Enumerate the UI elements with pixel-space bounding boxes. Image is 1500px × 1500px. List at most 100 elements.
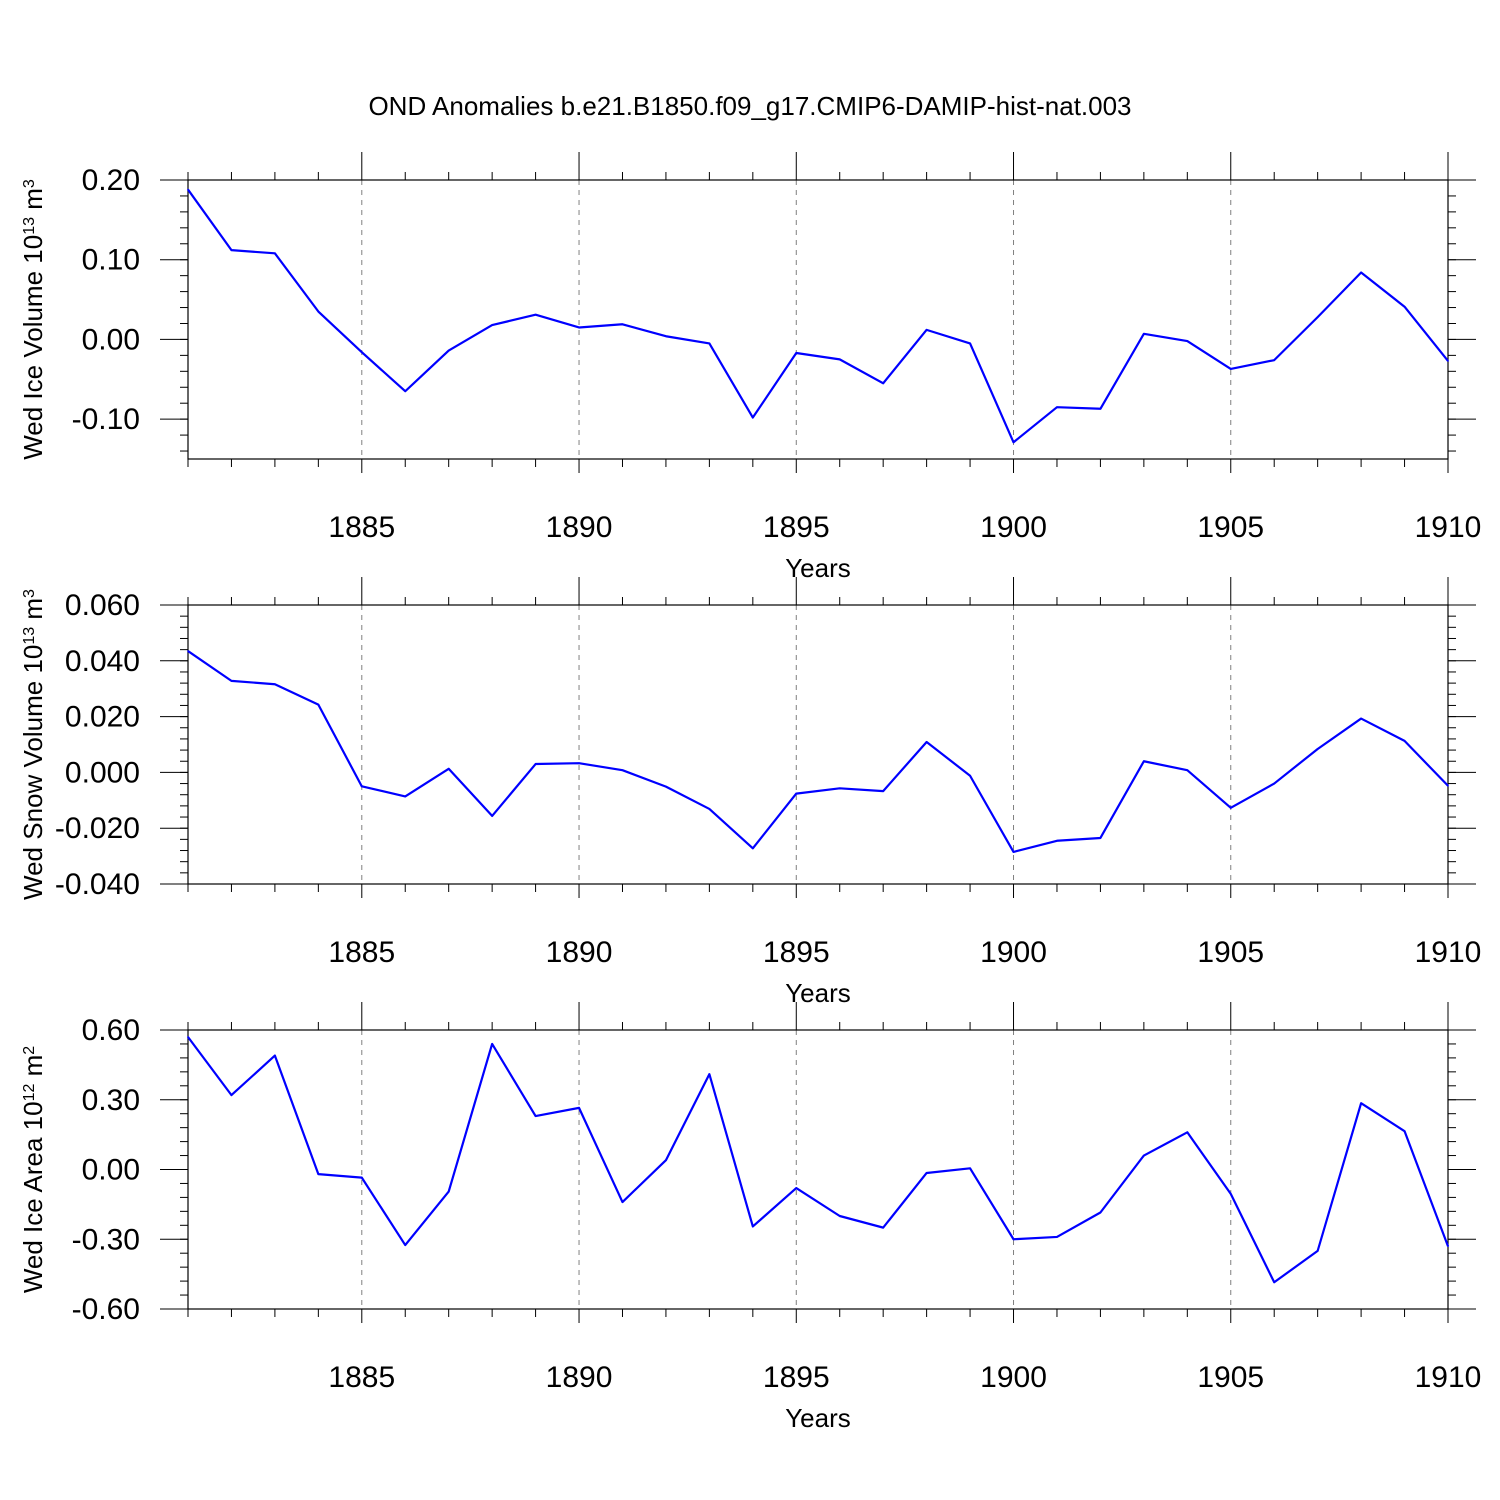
- data-point: [1360, 717, 1362, 720]
- data-point: [1316, 1250, 1319, 1252]
- data-point: [665, 1159, 667, 1161]
- data-point: [969, 774, 971, 777]
- xtick-label: 1890: [546, 511, 613, 544]
- xtick-label: 1890: [546, 936, 613, 969]
- xtick-label: 1910: [1415, 511, 1482, 544]
- data-point: [665, 335, 667, 338]
- y-axis-label: Wed Ice Volume 1013 m3: [18, 179, 48, 460]
- data-point: [708, 808, 711, 810]
- data-point: [187, 188, 189, 191]
- ytick-label: -0.10: [72, 403, 140, 436]
- chart-title: OND Anomalies b.e21.B1850.f09_g17.CMIP6-…: [368, 91, 1131, 121]
- ytick-label: 0.00: [82, 323, 140, 356]
- series-line-1: [187, 188, 1449, 444]
- data-point: [1186, 340, 1189, 342]
- data-point: [1012, 441, 1015, 444]
- data-point: [752, 847, 754, 850]
- data-point: [1447, 1245, 1449, 1248]
- data-point: [230, 1094, 233, 1096]
- x-axis-label: Years: [785, 1403, 851, 1433]
- data-point: [882, 790, 884, 792]
- data-point: [491, 815, 493, 817]
- data-point: [1447, 784, 1449, 787]
- xtick-label: 1895: [763, 511, 830, 544]
- data-point: [578, 762, 580, 764]
- xtick-label: 1885: [328, 511, 395, 544]
- data-point: [969, 342, 971, 345]
- data-point: [187, 650, 189, 652]
- data-point: [925, 1172, 928, 1174]
- data-point: [317, 1173, 320, 1175]
- data-point: [1056, 839, 1058, 842]
- data-point: [795, 792, 798, 795]
- xtick-label: 1895: [763, 1361, 830, 1394]
- xtick-label: 1910: [1415, 1361, 1482, 1394]
- ytick-label: -0.30: [72, 1223, 140, 1256]
- ytick-label: 0.60: [82, 1014, 140, 1047]
- data-point: [534, 1115, 537, 1117]
- data-point: [1447, 360, 1449, 362]
- data-point: [534, 313, 537, 316]
- series-line-3: [187, 1036, 1450, 1284]
- data-point: [1403, 740, 1406, 742]
- data-point: [665, 785, 667, 788]
- ytick-label: 0.00: [82, 1154, 140, 1187]
- xtick-label: 1900: [980, 1361, 1047, 1394]
- data-point: [1143, 1154, 1145, 1157]
- data-point: [1403, 1130, 1406, 1132]
- data-point: [838, 358, 841, 361]
- data-point: [1229, 807, 1232, 809]
- xtick-label: 1885: [328, 936, 395, 969]
- data-point: [1360, 1102, 1362, 1105]
- data-point: [360, 1176, 363, 1179]
- data-point: [1012, 1238, 1015, 1241]
- data-point: [1273, 1281, 1276, 1284]
- plot-frame: [187, 604, 1449, 885]
- xtick-label: 1895: [763, 936, 830, 969]
- xtick-label: 1905: [1197, 511, 1264, 544]
- plot-frame: [187, 179, 1449, 460]
- xtick-label: 1905: [1197, 936, 1264, 969]
- data-point: [187, 1036, 189, 1038]
- xtick-label: 1910: [1415, 936, 1482, 969]
- data-point: [1056, 406, 1058, 408]
- chart-panels: 0.20 0.10 0.00 -0.10 1885 1890 1895 1900 1905 191…: [18, 152, 1481, 1433]
- ytick-label: 0.060: [65, 589, 140, 622]
- plot-frame: [187, 1029, 1449, 1310]
- data-point: [1273, 782, 1276, 785]
- ytick-label: 0.000: [65, 756, 140, 789]
- xtick-label: 1885: [328, 1361, 395, 1394]
- data-point: [795, 352, 798, 354]
- data-point: [621, 1201, 624, 1203]
- ytick-label: 0.020: [65, 701, 140, 734]
- data-point: [752, 416, 754, 419]
- data-point: [882, 382, 884, 385]
- data-point: [838, 1215, 841, 1217]
- data-point: [274, 683, 276, 686]
- series-line-2: [187, 650, 1449, 854]
- data-point: [274, 1054, 276, 1057]
- data-point: [925, 741, 928, 743]
- ytick-label: -0.60: [72, 1293, 140, 1326]
- chart-panel-3: 0.60 0.30 0.00 -0.30 -0.60 1885 1890 1895 1900 19…: [18, 1002, 1481, 1433]
- data-point: [491, 1043, 493, 1045]
- y-axis-label: Wed Ice Area 1012 m2: [18, 1046, 48, 1293]
- ytick-label: 0.20: [82, 164, 140, 197]
- data-point: [969, 1167, 971, 1170]
- data-point: [1186, 769, 1189, 771]
- data-point: [1143, 333, 1145, 335]
- ytick-label: -0.020: [55, 812, 140, 845]
- data-point: [1403, 305, 1406, 308]
- data-point: [1099, 407, 1102, 410]
- data-point: [882, 1226, 884, 1229]
- data-point: [1012, 851, 1015, 853]
- data-point: [404, 390, 407, 393]
- data-point: [578, 326, 580, 329]
- xtick-label: 1890: [546, 1361, 613, 1394]
- data-point: [1273, 359, 1276, 361]
- data-point: [447, 1190, 450, 1193]
- x-axis-label: Years: [785, 553, 851, 583]
- y-axis-label: Wed Snow Volume 1013 m3: [18, 589, 48, 900]
- data-point: [1229, 368, 1232, 370]
